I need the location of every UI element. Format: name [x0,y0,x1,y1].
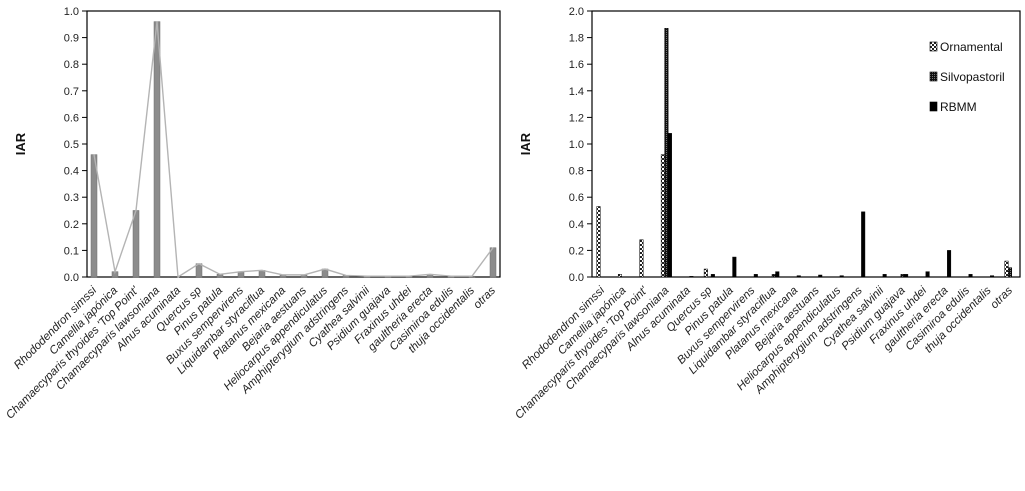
y-tick-label: 0.9 [64,33,79,45]
bar-solid [710,274,715,278]
y-tick-label: 0.5 [64,139,79,151]
y-tick-label: 1.0 [64,6,79,18]
bar-solid [861,211,866,278]
legend-label: RBMM [940,100,977,114]
bar-silvo [771,274,776,278]
bar-solid [904,274,909,278]
chart-right: 0.00.20.40.60.81.01.21.41.61.82.0IARRhod… [513,6,1021,422]
bar-ornamental [660,154,665,278]
bar-ornamental [617,274,622,278]
series-line [93,21,494,279]
y-tick-label: 1.6 [569,59,584,71]
bar-solid [839,275,844,278]
y-tick-label: 1.4 [569,86,584,98]
bar-solid [667,133,672,278]
y-tick-label: 1.8 [569,33,584,45]
chart-left: 0.00.10.20.30.40.50.60.70.80.91.0IARRhod… [4,6,501,422]
bar [132,210,140,278]
legend-label: Silvopastoril [940,70,1005,84]
bar-solid [818,274,823,278]
bar-solid [990,275,995,278]
bar-solid [753,274,758,278]
y-tick-label: 1.0 [569,139,584,151]
y-tick-label: 0.6 [569,192,584,204]
bar-ornamental [596,206,601,278]
y-tick-label: 1.2 [569,112,584,124]
bar-solid [732,256,737,278]
legend-label: Ornamental [940,40,1003,54]
bar-ornamental [1004,260,1009,278]
bar [90,154,98,278]
y-axis-label: IAR [518,132,533,155]
bar-solid [947,250,952,278]
y-tick-label: 0.0 [64,272,79,284]
bar [489,247,497,278]
bar-solid [689,276,694,278]
x-tick-label: otras [989,284,1016,311]
bar-silvo [664,28,669,278]
y-tick-label: 0.2 [569,245,584,257]
bar-solid [925,271,930,278]
legend-swatch [929,101,938,112]
bar [153,21,161,278]
y-tick-label: 0.4 [64,166,79,178]
y-tick-label: 0.0 [569,272,584,284]
bar-ornamental [639,239,644,278]
x-tick-label: otras [472,284,499,311]
y-tick-label: 0.4 [569,219,584,231]
plot-frame [86,10,501,278]
bar-solid [882,274,887,278]
y-tick-label: 0.6 [64,112,79,124]
y-tick-label: 0.7 [64,86,79,98]
y-tick-label: 0.1 [64,245,79,257]
legend-swatch [929,41,938,52]
bar-solid [968,274,973,278]
y-tick-label: 2.0 [569,6,584,18]
y-tick-label: 0.2 [64,219,79,231]
y-tick-label: 0.3 [64,192,79,204]
y-tick-label: 0.8 [64,59,79,71]
legend-swatch [929,71,938,82]
y-axis-label: IAR [13,132,28,155]
legend: Ornamental Silvopastoril RBMM [929,40,1005,114]
y-tick-label: 0.8 [569,166,584,178]
bar-silvo [1008,267,1012,278]
bar-solid [775,271,780,278]
bar-ornamental [703,268,708,278]
bar-solid [796,275,801,278]
bar-silvo [900,274,905,278]
